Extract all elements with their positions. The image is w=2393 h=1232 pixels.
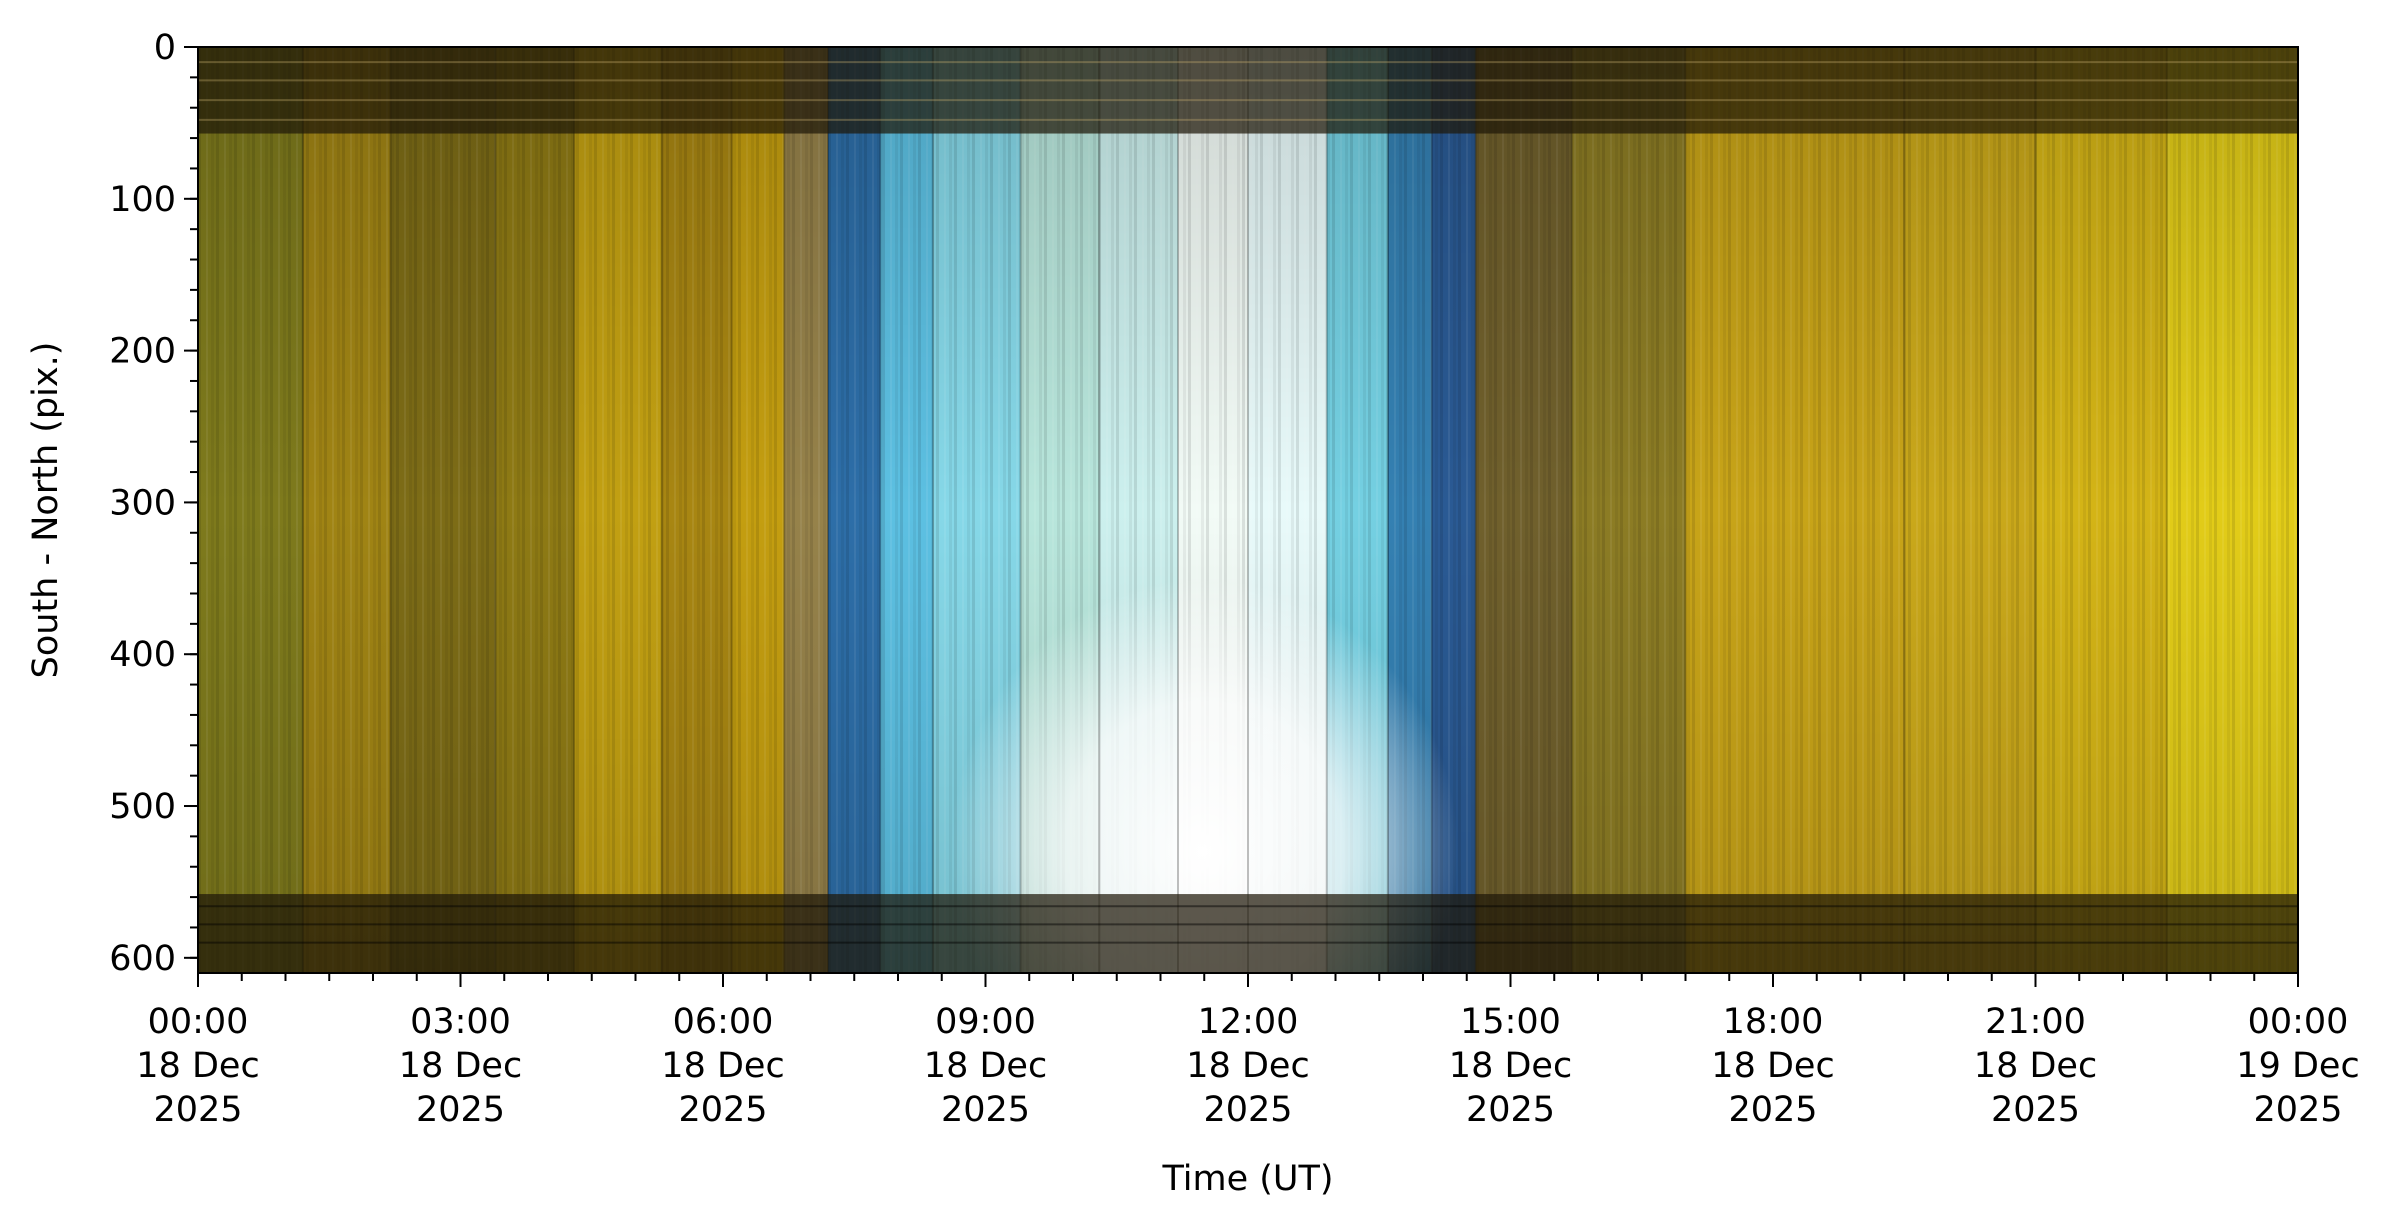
x-tick-label: 03:00 18 Dec 2025: [399, 1002, 522, 1130]
x-tick-label: 06:00 18 Dec 2025: [661, 1002, 784, 1130]
y-tick-label: 100: [109, 180, 176, 220]
bright-core-glow: [950, 578, 1458, 973]
x-tick-label: 09:00 18 Dec 2025: [924, 1002, 1047, 1130]
x-tick-label: 00:00 18 Dec 2025: [136, 1002, 259, 1130]
y-tick-label: 300: [109, 483, 176, 523]
x-axis-label: Time (UT): [1161, 1159, 1333, 1199]
y-tick-label: 600: [109, 939, 176, 979]
x-tick-label: 00:00 19 Dec 2025: [2236, 1002, 2359, 1130]
top-dark-band: [198, 47, 2298, 134]
x-tick-label: 15:00 18 Dec 2025: [1449, 1002, 1572, 1130]
y-tick-label: 0: [154, 28, 176, 68]
plot-area: [198, 47, 2298, 973]
y-axis-label: South - North (pix.): [26, 342, 66, 679]
y-tick-label: 200: [109, 332, 176, 372]
y-tick-label: 500: [109, 787, 176, 827]
x-axis: 00:00 18 Dec 2025 03:00 18 Dec 2025 06:00 18 De…: [136, 973, 2360, 1130]
bottom-dark-band: [198, 894, 2298, 973]
x-tick-label: 12:00 18 Dec 2025: [1186, 1002, 1309, 1130]
x-tick-label: 21:00 18 Dec 2025: [1974, 1002, 2097, 1130]
y-tick-label: 400: [109, 635, 176, 675]
x-tick-label: 18:00 18 Dec 2025: [1711, 1002, 1834, 1130]
y-axis: 0 100 200 300 400 500 600: [109, 28, 198, 979]
